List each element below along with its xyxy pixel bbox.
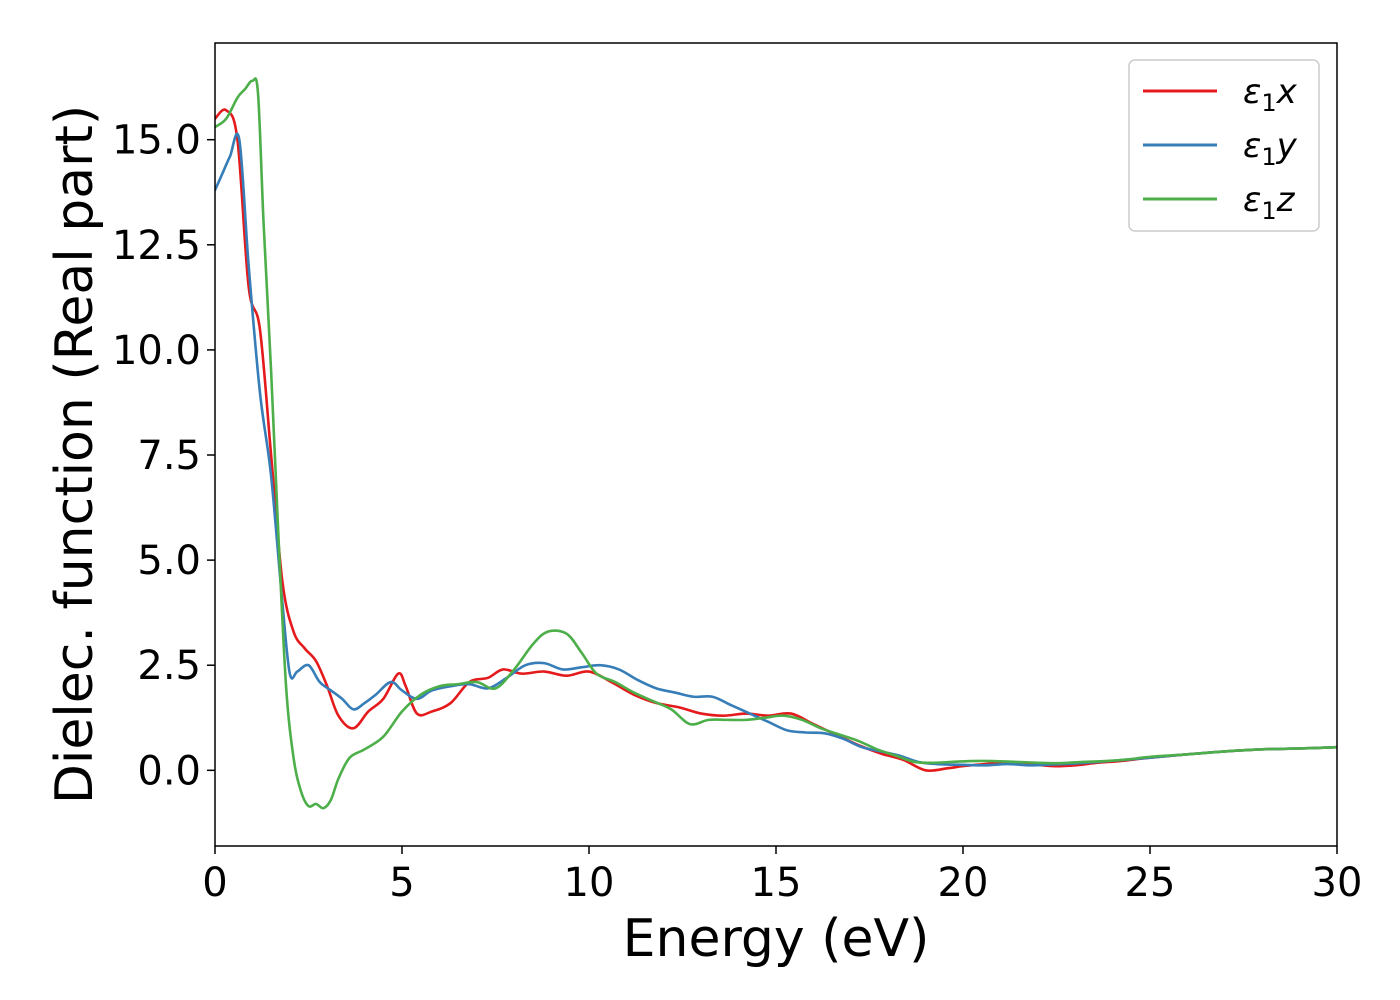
legend-subscript: 1 xyxy=(1261,89,1276,117)
x-tick-label: 5 xyxy=(389,860,414,906)
y-tick-label: 5.0 xyxy=(137,538,201,584)
x-tick-label: 0 xyxy=(202,860,227,906)
x-tick-label: 20 xyxy=(938,860,989,906)
legend-subscript: 1 xyxy=(1261,197,1276,225)
x-axis-label: Energy (eV) xyxy=(623,909,930,969)
legend-label-y: ε1y xyxy=(1243,126,1298,171)
legend-epsilon: ε xyxy=(1243,180,1261,220)
x-tick-label: 15 xyxy=(751,860,802,906)
legend-variable: x xyxy=(1276,72,1298,112)
series-line-y xyxy=(215,132,1337,767)
x-tick-label: 10 xyxy=(564,860,615,906)
y-tick-label: 7.5 xyxy=(137,433,201,479)
x-axis: 0 5 10 15 20 25 30 xyxy=(202,846,1362,906)
y-tick-label: 0.0 xyxy=(137,748,201,794)
y-axis-label: Dielec. function (Real part) xyxy=(45,105,105,804)
legend-variable: z xyxy=(1276,180,1296,220)
legend-label-z: ε1z xyxy=(1243,180,1296,225)
x-tick-label: 30 xyxy=(1312,860,1363,906)
x-tick-label: 25 xyxy=(1125,860,1176,906)
legend-box xyxy=(1128,59,1320,232)
series-layer xyxy=(215,77,1337,810)
series-line-z xyxy=(215,77,1337,810)
legend-epsilon: ε xyxy=(1243,126,1261,166)
y-tick-label: 12.5 xyxy=(112,223,201,269)
y-tick-label: 15.0 xyxy=(112,118,201,164)
legend-variable: y xyxy=(1276,126,1298,166)
legend-label-x: ε1x xyxy=(1243,72,1298,117)
y-tick-label: 2.5 xyxy=(137,643,201,689)
y-axis: 0.0 2.5 5.0 7.5 10.0 12.5 15.0 xyxy=(112,118,215,794)
legend-epsilon: ε xyxy=(1243,72,1261,112)
y-tick-label: 10.0 xyxy=(112,328,201,374)
legend-subscript: 1 xyxy=(1261,143,1276,171)
